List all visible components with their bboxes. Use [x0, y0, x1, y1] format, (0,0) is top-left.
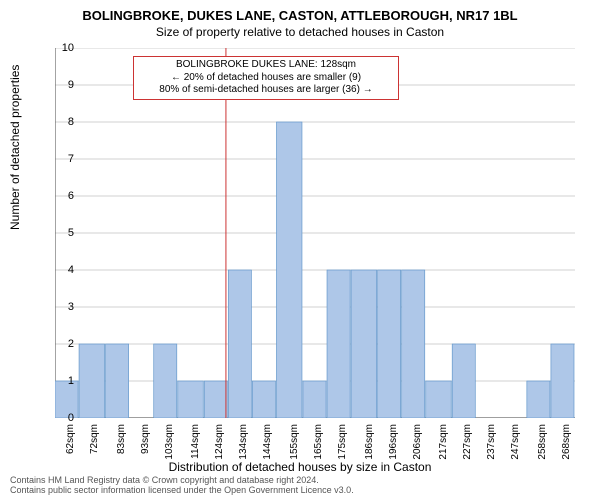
chart-subtitle: Size of property relative to detached ho…: [0, 23, 600, 39]
annotation-box: BOLINGBROKE DUKES LANE: 128sqm ← 20% of …: [133, 56, 399, 100]
y-tick-label: 0: [54, 412, 74, 424]
y-tick-label: 10: [54, 42, 74, 54]
y-axis-label: Number of detached properties: [8, 65, 22, 230]
histogram-plot: [55, 48, 575, 418]
x-tick-label: 93sqm: [140, 424, 151, 464]
annotation-line2: ← 20% of detached houses are smaller (9): [140, 72, 392, 85]
x-tick-label: 268sqm: [561, 424, 572, 464]
x-tick-label: 134sqm: [238, 424, 249, 464]
x-tick-label: 83sqm: [116, 424, 127, 464]
y-tick-label: 1: [54, 375, 74, 387]
footer-text: Contains HM Land Registry data © Crown c…: [10, 476, 354, 496]
x-tick-label: 124sqm: [214, 424, 225, 464]
x-tick-label: 206sqm: [412, 424, 423, 464]
x-tick-label: 217sqm: [438, 424, 449, 464]
y-tick-label: 4: [54, 264, 74, 276]
x-tick-label: 196sqm: [388, 424, 399, 464]
x-tick-label: 72sqm: [89, 424, 100, 464]
annotation-line3: 80% of semi-detached houses are larger (…: [140, 84, 392, 97]
x-tick-label: 227sqm: [462, 424, 473, 464]
x-tick-label: 247sqm: [510, 424, 521, 464]
x-tick-label: 175sqm: [337, 424, 348, 464]
x-tick-label: 258sqm: [537, 424, 548, 464]
y-tick-label: 8: [54, 116, 74, 128]
y-tick-label: 7: [54, 153, 74, 165]
x-tick-label: 62sqm: [65, 424, 76, 464]
y-tick-label: 9: [54, 79, 74, 91]
annotation-line1: BOLINGBROKE DUKES LANE: 128sqm: [140, 59, 392, 72]
x-tick-label: 186sqm: [364, 424, 375, 464]
chart-title: BOLINGBROKE, DUKES LANE, CASTON, ATTLEBO…: [0, 0, 600, 23]
y-tick-label: 3: [54, 301, 74, 313]
x-tick-label: 114sqm: [190, 424, 201, 464]
y-tick-label: 2: [54, 338, 74, 350]
chart-container: BOLINGBROKE, DUKES LANE, CASTON, ATTLEBO…: [0, 0, 600, 500]
chart-area: BOLINGBROKE DUKES LANE: 128sqm ← 20% of …: [55, 48, 575, 418]
x-tick-label: 144sqm: [262, 424, 273, 464]
y-tick-label: 5: [54, 227, 74, 239]
y-tick-label: 6: [54, 190, 74, 202]
x-tick-label: 237sqm: [486, 424, 497, 464]
x-tick-label: 155sqm: [289, 424, 300, 464]
x-tick-label: 103sqm: [164, 424, 175, 464]
x-tick-label: 165sqm: [313, 424, 324, 464]
footer-line2: Contains public sector information licen…: [10, 486, 354, 496]
